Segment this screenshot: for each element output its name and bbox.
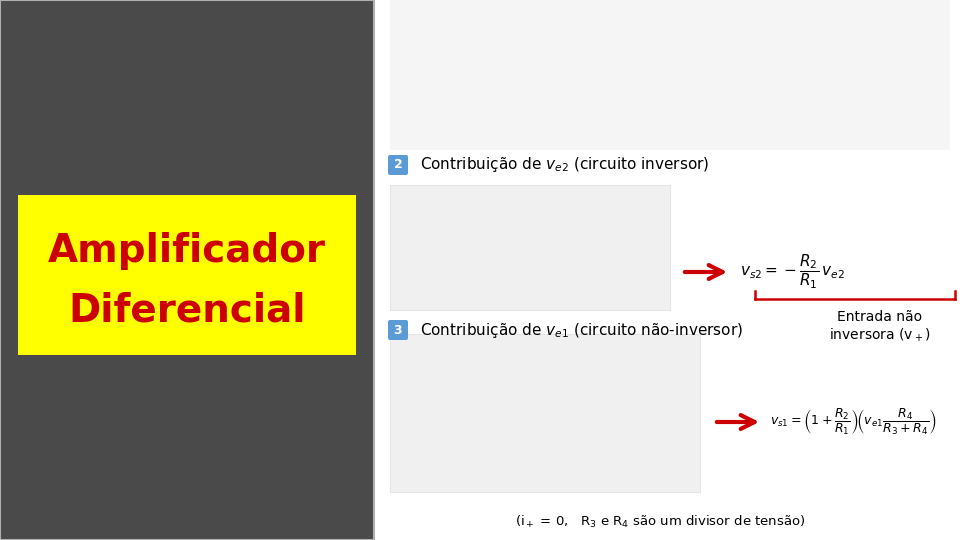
Text: Amplificador: Amplificador (48, 232, 326, 270)
Text: 2: 2 (394, 159, 402, 172)
Text: Contribuição de $v_{e1}$ (circuito não-inversor): Contribuição de $v_{e1}$ (circuito não-i… (420, 321, 743, 340)
Text: Diferencial: Diferencial (68, 291, 306, 329)
Text: $v_{s2} = -\dfrac{R_2}{R_1}\,v_{e2}$: $v_{s2} = -\dfrac{R_2}{R_1}\,v_{e2}$ (740, 253, 845, 291)
Bar (18, 195, 356, 355)
Text: 3: 3 (394, 323, 402, 336)
Bar (390, 185, 670, 310)
Text: $v_{s1} = \left(1 + \dfrac{R_2}{R_1}\right)\!\left(v_{e1}\dfrac{R_4}{R_3+R_4}\ri: $v_{s1} = \left(1 + \dfrac{R_2}{R_1}\rig… (770, 407, 937, 437)
Bar (0, 0, 374, 540)
Text: Entrada não: Entrada não (837, 310, 923, 324)
Text: Contribuição de $v_{e2}$ (circuito inversor): Contribuição de $v_{e2}$ (circuito inver… (420, 156, 709, 174)
Text: (i$_+$ = 0,   R$_3$ e R$_4$ são um divisor de tensão): (i$_+$ = 0, R$_3$ e R$_4$ são um divisor… (515, 514, 805, 530)
FancyBboxPatch shape (388, 320, 408, 340)
Text: inversora (v$_+$): inversora (v$_+$) (829, 326, 931, 343)
FancyBboxPatch shape (388, 155, 408, 175)
Bar (390, 334, 700, 492)
Bar (390, 0, 950, 150)
